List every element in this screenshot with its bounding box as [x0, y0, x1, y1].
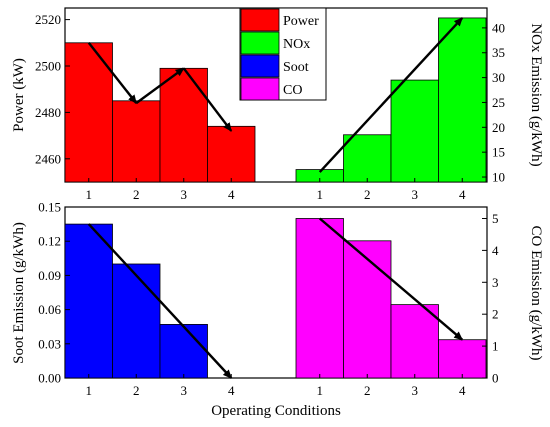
nox-bar-4	[438, 17, 487, 183]
soot-x-tick-label: 4	[228, 383, 235, 398]
legend-label-nox: NOx	[283, 37, 310, 52]
right-y-tick-label: 10	[492, 170, 505, 185]
left-y-tick-label: 2500	[35, 59, 61, 74]
nox-x-tick-label: 3	[412, 187, 419, 202]
nox-bar-3	[390, 79, 439, 183]
left-y-tick-label: 0.03	[38, 336, 61, 351]
right-y-tick-label: 25	[492, 95, 505, 110]
power-trend-arrow	[87, 42, 138, 104]
power-x-tick-label: 4	[228, 187, 235, 202]
right-y-tick-label: 5	[492, 211, 499, 226]
left-y-tick-label: 0.15	[38, 200, 61, 215]
co-x-tick-label: 3	[412, 383, 419, 398]
co-x-tick-label: 4	[459, 383, 466, 398]
x-axis-title: Operating Conditions	[211, 403, 341, 419]
bottom-right-axis-title: CO Emission (g/kWh)	[528, 226, 544, 361]
legend-item-power: Power	[240, 8, 319, 32]
co-x-tick-label: 1	[317, 383, 324, 398]
legend-swatch-power	[240, 8, 280, 32]
nox-x-tick-label: 2	[364, 187, 371, 202]
top-left-axis-title: Power (kW)	[11, 58, 27, 132]
soot-x-tick-label: 1	[86, 383, 93, 398]
legend-label-co: CO	[283, 83, 302, 98]
bottom-trends	[87, 217, 464, 379]
power-bar-4	[207, 125, 256, 183]
legend-swatch-soot	[240, 54, 280, 78]
power-bar-3	[159, 67, 208, 183]
nox-x-tick-label: 4	[459, 187, 466, 202]
nox-trend-arrow	[318, 17, 464, 173]
co-bar-3	[390, 304, 439, 379]
right-y-tick-label: 4	[492, 243, 499, 258]
power-trend-arrow	[135, 67, 185, 105]
soot-bar-2	[112, 263, 161, 379]
co-bar-2	[343, 240, 392, 379]
left-y-tick-label: 0.00	[38, 371, 61, 386]
legend-swatch-nox	[240, 31, 280, 55]
left-y-tick-label: 0.06	[38, 302, 61, 317]
co-x-tick-label: 2	[364, 383, 371, 398]
left-y-tick-label: 2480	[35, 105, 61, 120]
right-y-tick-label: 35	[492, 45, 505, 60]
top-panel: 1 2 3 4 1 2 3 4 2460 2480 2500 2520 10 15 20 25 30 35 40 P…	[11, 7, 544, 202]
left-y-tick-label: 2460	[35, 151, 61, 166]
bottom-left-axis-title: Soot Emission (g/kWh)	[11, 222, 27, 364]
nox-x-tick-label: 1	[317, 187, 324, 202]
legend-label-power: Power	[283, 14, 319, 29]
nox-bar-2	[343, 134, 392, 183]
right-y-tick-label: 30	[492, 70, 505, 85]
bottom-axes: 1 2 3 4 1 2 3 4 0.00 0.03 0.06 0.09 0.12 0.15 0 1 2 3 4 5	[38, 200, 499, 399]
legend: Power NOx Soot CO	[239, 7, 327, 101]
legend-item-co: CO	[240, 77, 302, 101]
soot-trend-arrow	[87, 223, 233, 379]
power-x-tick-label: 3	[181, 187, 188, 202]
left-y-tick-label: 0.12	[38, 234, 61, 249]
legend-item-nox: NOx	[240, 31, 310, 55]
legend-swatch-co	[240, 77, 280, 101]
top-right-axis-title: NOx Emission (g/kWh)	[528, 23, 544, 166]
co-bar-4	[438, 339, 487, 379]
top-axes: 1 2 3 4 1 2 3 4 2460 2480 2500 2520 10 15 20 25 30 35 40	[35, 12, 505, 202]
power-x-tick-label: 2	[133, 187, 140, 202]
power-trend-arrow	[182, 67, 233, 132]
legend-item-soot: Soot	[240, 54, 309, 78]
bottom-panel: 1 2 3 4 1 2 3 4 0.00 0.03 0.06 0.09 0.12 0.15 0 1 2 3 4 5 S…	[11, 200, 544, 420]
right-y-tick-label: 1	[492, 339, 499, 354]
top-bars	[64, 17, 487, 183]
right-y-tick-label: 0	[492, 371, 499, 386]
right-y-tick-label: 15	[492, 145, 505, 160]
power-bar-2	[112, 100, 161, 183]
left-y-tick-label: 2520	[35, 12, 61, 27]
right-y-tick-label: 40	[492, 20, 505, 35]
co-trend-arrow	[318, 217, 464, 341]
soot-bar-3	[159, 324, 208, 379]
soot-bar-1	[64, 223, 113, 379]
right-y-tick-label: 20	[492, 120, 505, 135]
right-y-tick-label: 3	[492, 275, 499, 290]
bottom-bars	[64, 218, 487, 379]
top-trends	[87, 17, 464, 173]
right-y-tick-label: 2	[492, 307, 499, 322]
power-x-tick-label: 1	[86, 187, 93, 202]
soot-x-tick-label: 2	[133, 383, 140, 398]
soot-x-tick-label: 3	[181, 383, 188, 398]
legend-label-soot: Soot	[283, 60, 309, 75]
co-bar-1	[295, 218, 344, 379]
left-y-tick-label: 0.09	[38, 268, 61, 283]
